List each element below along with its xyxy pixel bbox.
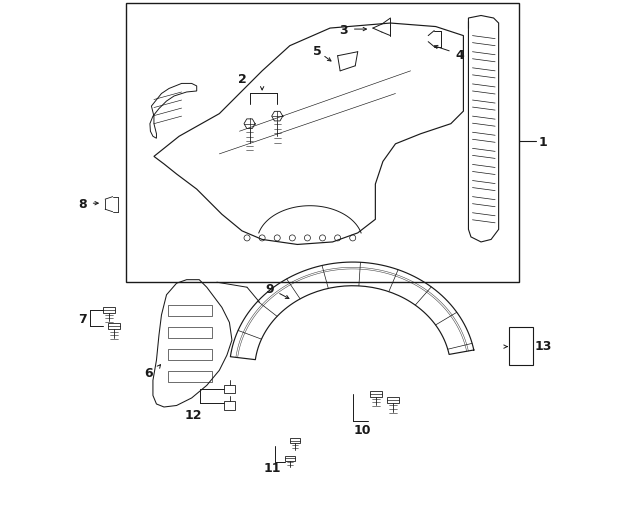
Bar	[108, 324, 120, 330]
Text: 2: 2	[237, 73, 246, 86]
Bar	[102, 307, 115, 313]
Bar	[168, 372, 212, 383]
Text: 11: 11	[264, 461, 281, 474]
Text: 3: 3	[339, 24, 348, 36]
Bar	[225, 401, 236, 410]
Text: 9: 9	[266, 282, 274, 295]
Text: 8: 8	[78, 197, 87, 210]
Bar	[371, 391, 382, 397]
Text: 1: 1	[539, 135, 548, 148]
Bar	[387, 397, 399, 403]
Bar	[126, 4, 519, 283]
Bar	[168, 305, 212, 316]
Text: 10: 10	[354, 423, 372, 436]
Bar	[509, 328, 533, 366]
Text: 13: 13	[535, 339, 552, 352]
Text: 12: 12	[184, 408, 202, 421]
Text: 7: 7	[78, 312, 87, 325]
Text: 6: 6	[145, 367, 153, 380]
Text: 5: 5	[313, 45, 322, 58]
Text: 4: 4	[456, 48, 464, 62]
Bar	[168, 349, 212, 361]
Bar	[285, 456, 295, 461]
Bar	[290, 438, 300, 443]
Bar	[168, 327, 212, 338]
Bar	[225, 385, 236, 393]
